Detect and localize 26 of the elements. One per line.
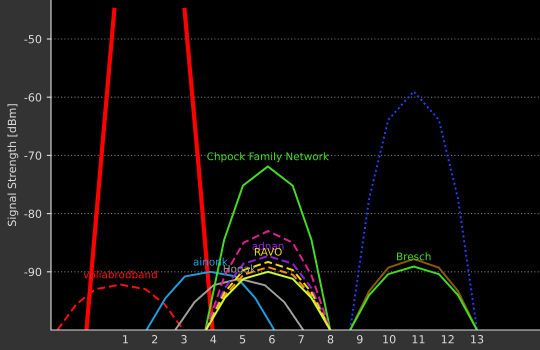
line-series — [349, 90, 478, 330]
line-series — [56, 284, 184, 330]
x-tick-label: 8 — [328, 335, 334, 344]
series-label: RAVO — [254, 248, 282, 256]
series-label: Bresch — [397, 252, 431, 260]
y-tick-label: -50 — [24, 34, 42, 44]
x-tick-label: 3 — [181, 335, 187, 344]
line-series — [174, 278, 304, 330]
x-tick-label: 1 — [123, 335, 128, 344]
x-tick-label: 10 — [383, 335, 396, 344]
x-tick-label: 9 — [356, 335, 363, 344]
x-tick-label: 6 — [269, 335, 275, 344]
x-tick-label: 13 — [471, 335, 484, 344]
y-tick-label: -60 — [24, 93, 42, 102]
y-axis-title: Signal Strength [dBm] — [8, 104, 18, 226]
y-tick-label: -80 — [24, 210, 42, 218]
x-tick-label: 7 — [298, 335, 304, 344]
y-tick-label: -90 — [24, 268, 42, 276]
x-tick-label: 11 — [412, 335, 424, 344]
x-tick-label: 5 — [240, 335, 246, 344]
x-tick-label: 4 — [210, 335, 216, 344]
series-label: Chpock Family Network — [207, 152, 329, 162]
series-label: adnan — [252, 242, 284, 250]
y-tick-label: -70 — [24, 151, 42, 160]
x-tick-label: 12 — [442, 335, 454, 344]
x-tick-label: 2 — [152, 335, 158, 344]
